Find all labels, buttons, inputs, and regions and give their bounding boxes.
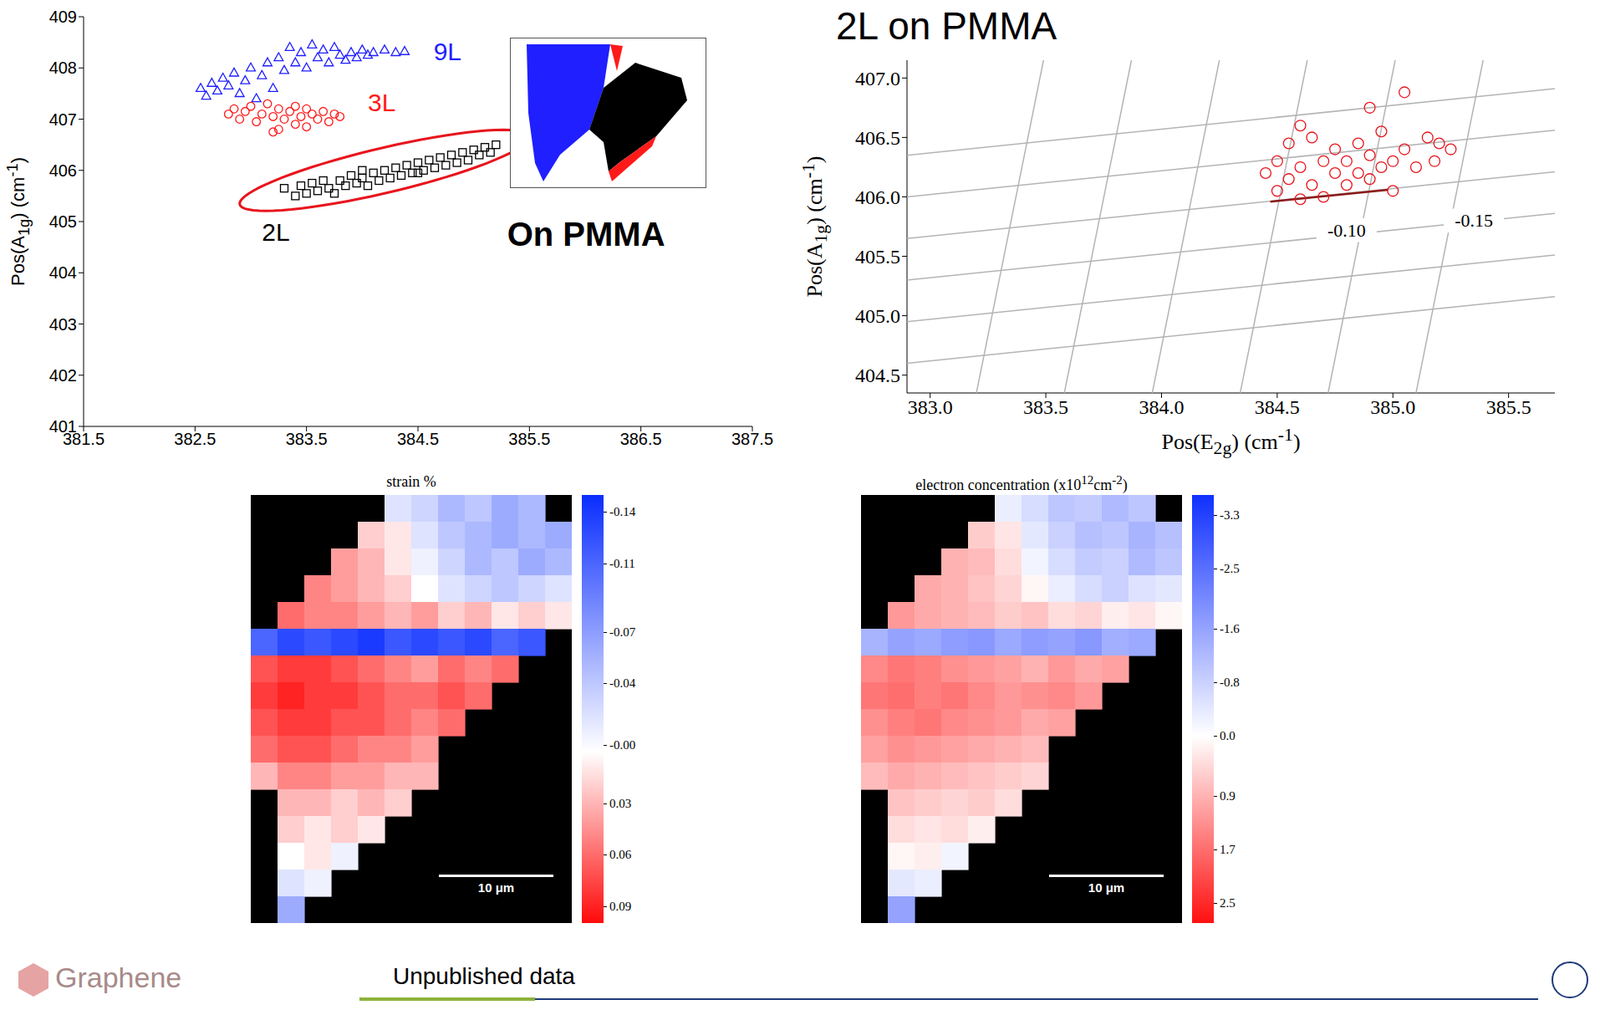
- svg-text:403: 403: [49, 315, 77, 334]
- html-text:strain %: strain %: [386, 473, 437, 490]
- html-text:10 μm: 10 μm: [1088, 880, 1125, 895]
- svg-text:406.0: 406.0: [855, 186, 901, 209]
- html-text:-0.04: -0.04: [609, 676, 636, 690]
- svg-text:404: 404: [49, 263, 77, 282]
- svg-text:402: 402: [49, 366, 77, 385]
- svg-text:385.5: 385.5: [508, 429, 551, 449]
- html-text:-1: -1: [797, 163, 818, 179]
- html-text:Pos(: Pos(: [7, 248, 29, 286]
- html-text:1g: 1g: [14, 218, 33, 236]
- svg-text:3L: 3L: [367, 88, 396, 117]
- html-text:1g: 1g: [810, 224, 831, 243]
- html-text:cm: cm: [802, 178, 827, 205]
- svg-text:386.5: 386.5: [620, 429, 663, 449]
- svg-text:407.0: 407.0: [855, 67, 901, 90]
- svg-text:384.0: 384.0: [1138, 396, 1184, 418]
- svg-text:9L: 9L: [433, 37, 462, 66]
- html-text:-1: -1: [3, 163, 21, 177]
- html-text:0.06: 0.06: [609, 847, 632, 861]
- svg-text:404.5: 404.5: [855, 364, 901, 387]
- html-text:10 μm: 10 μm: [477, 880, 515, 895]
- svg-text:-0.10: -0.10: [1327, 219, 1366, 241]
- html-text:Graphene: Graphene: [55, 961, 182, 994]
- svg-text:384.5: 384.5: [397, 429, 439, 449]
- html-text:-0.07: -0.07: [609, 624, 636, 639]
- html-text:Pos(: Pos(: [802, 258, 827, 298]
- html-text:0.09: 0.09: [609, 898, 632, 913]
- html-text:-0.8: -0.8: [1219, 675, 1240, 689]
- html-text:-1.6: -1.6: [1219, 621, 1240, 635]
- html-text:Unpublished data: Unpublished data: [392, 963, 576, 989]
- html-text:2L on PMMA: 2L on PMMA: [835, 4, 1057, 48]
- svg-text:406: 406: [49, 161, 77, 180]
- html-text:1.7: 1.7: [1219, 842, 1236, 856]
- html-text:electron concentration (x10: electron concentration (x10: [915, 476, 1082, 494]
- svg-text:384.5: 384.5: [1254, 396, 1300, 418]
- html-text:0.9: 0.9: [1219, 788, 1236, 803]
- html-text:12cm-2): 12cm-2): [1081, 473, 1128, 494]
- svg-text:406.5: 406.5: [855, 127, 901, 149]
- svg-text:387.5: 387.5: [731, 429, 774, 449]
- html-text:-0.11: -0.11: [609, 556, 636, 570]
- svg-text:383.5: 383.5: [1023, 396, 1069, 418]
- svg-text:385.0: 385.0: [1370, 396, 1416, 418]
- svg-text:381.5: 381.5: [62, 429, 105, 449]
- svg-text:On PMMA: On PMMA: [507, 215, 666, 253]
- html-text:A: A: [7, 235, 29, 249]
- svg-text:405: 405: [49, 212, 77, 231]
- svg-text:405.0: 405.0: [855, 305, 901, 327]
- svg-text:408: 408: [49, 58, 77, 77]
- html-text:2.5: 2.5: [1219, 895, 1236, 910]
- svg-text:383.0: 383.0: [907, 396, 953, 418]
- svg-text:382.5: 382.5: [173, 429, 216, 449]
- svg-text:407: 407: [49, 110, 77, 129]
- svg-text:405.5: 405.5: [855, 245, 901, 268]
- svg-text:383.5: 383.5: [285, 429, 328, 449]
- html-text:cm: cm: [7, 176, 29, 202]
- html-text:Pos(E2g) (cm-1): Pos(E2g) (cm-1): [1161, 424, 1301, 458]
- svg-text:401: 401: [49, 417, 77, 436]
- svg-text:409: 409: [49, 7, 77, 26]
- html-text:-2.5: -2.5: [1219, 561, 1240, 575]
- html-text:-3.3: -3.3: [1219, 507, 1240, 522]
- html-text:-0.00: -0.00: [609, 737, 636, 752]
- svg-text:-0.15: -0.15: [1454, 209, 1493, 231]
- svg-text:2L: 2L: [261, 218, 290, 246]
- html-text:A: A: [802, 242, 827, 259]
- html-text:-0.14: -0.14: [609, 504, 636, 519]
- html-text:0.0: 0.0: [1219, 728, 1236, 742]
- html-text:0.03: 0.03: [609, 795, 632, 810]
- svg-text:385.5: 385.5: [1486, 396, 1532, 418]
